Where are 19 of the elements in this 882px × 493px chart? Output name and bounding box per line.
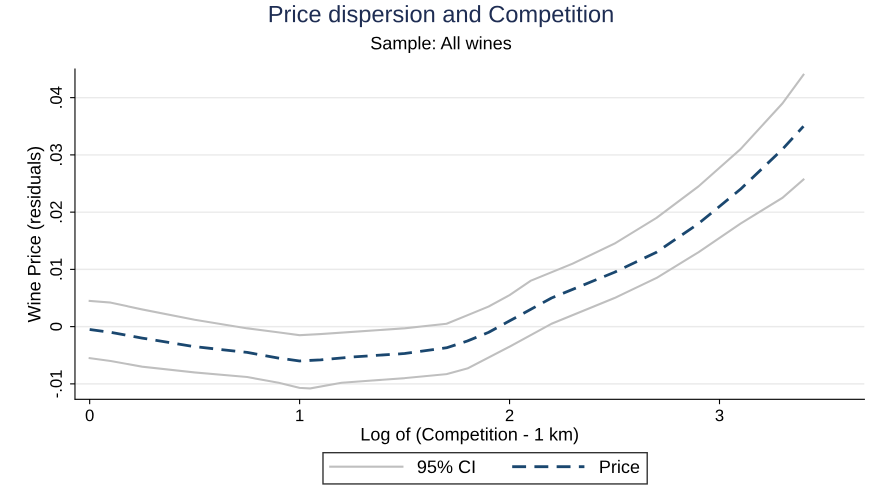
line-series: [88, 124, 805, 362]
x-tick-label: 3: [716, 409, 724, 422]
y-tick-label: .01: [50, 258, 62, 280]
x-tick-label: 0: [86, 409, 94, 422]
line-series: [88, 178, 805, 390]
x-tick-label: 2: [506, 409, 514, 422]
y-tick-label: .02: [50, 201, 62, 222]
line-series: [88, 74, 805, 336]
y-tick-label: 0: [50, 322, 62, 331]
y-tick-label: -.01: [50, 370, 62, 398]
legend-label: 95% CI: [418, 460, 474, 474]
legend-label: Price: [600, 460, 640, 474]
x-tick-label: 1: [296, 410, 304, 422]
y-axis-title: Wine Price (residuals): [27, 147, 44, 322]
x-axis-title: Log of (Competition - 1 km): [362, 427, 578, 444]
y-tick-label: .04: [50, 86, 62, 108]
y-tick-label: .03: [50, 144, 62, 165]
chart-title: Price dispersion and Competition: [270, 5, 613, 28]
chart-subtitle: Sample: All wines: [371, 36, 512, 54]
